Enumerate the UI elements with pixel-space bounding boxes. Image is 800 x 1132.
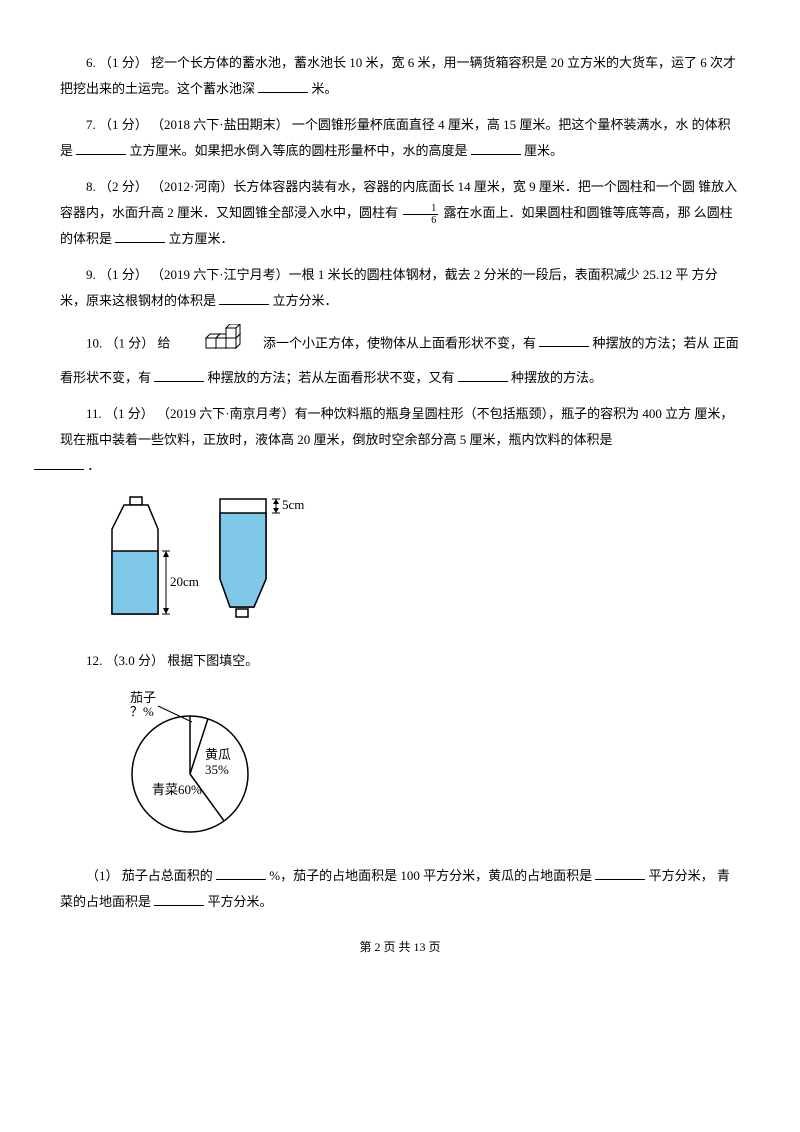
pie-figure: 茄子 ？% 黄瓜 35% 青菜60%: [100, 684, 740, 853]
q12-1-text-a: （1） 茄子占总面积的: [86, 868, 213, 883]
cubes-icon: [174, 324, 260, 365]
q12-1-blank-3[interactable]: [154, 892, 204, 906]
page-footer: 第 2 页 共 13 页: [60, 935, 740, 959]
frac-den: 6: [403, 215, 438, 226]
q7-text-d: 厘米。: [524, 143, 563, 158]
q7-blank-2[interactable]: [471, 141, 521, 155]
pie-huanggua-label: 黄瓜: [205, 747, 231, 762]
q10-text-e: 种摆放的方法；若从左面看形状不变，又有: [208, 370, 455, 385]
q8-blank[interactable]: [115, 229, 165, 243]
q8-text-c: 露在水面上．如果圆柱和圆锥等底等高，那: [444, 205, 691, 220]
question-8: 8. （2 分） （2012·河南）长方体容器内装有水，容器的内底面长 14 厘…: [60, 174, 740, 252]
pie-qiezi-label: 茄子: [130, 690, 156, 705]
footer-text: 第 2 页 共 13 页: [359, 940, 440, 954]
q9-text-c: 立方分米．: [273, 293, 338, 308]
q9-text-a: 9. （1 分） （2019 六下·江宁月考）一根 1 米长的圆柱体钢材，截去 …: [86, 267, 688, 282]
q8-text-a: 8. （2 分） （2012·河南）长方体容器内装有水，容器的内底面长 14 厘…: [86, 179, 695, 194]
q12-1-blank-2[interactable]: [595, 866, 645, 880]
question-10: 10. （1 分） 给: [60, 324, 740, 391]
question-12: 12. （3.0 分） 根据下图填空。: [60, 648, 740, 674]
frac-num: 1: [403, 203, 438, 215]
q10-text-c: 种摆放的方法；若从: [593, 335, 710, 350]
question-6: 6. （1 分） 挖一个长方体的蓄水池，蓄水池长 10 米，宽 6 米，用一辆货…: [60, 50, 740, 102]
question-7: 7. （1 分） （2018 六下·盐田期末） 一个圆锥形量杯底面直径 4 厘米…: [60, 112, 740, 164]
q6-text-a: 6. （1 分） 挖一个长方体的蓄水池，蓄水池长 10 米，宽 6 米，用一辆货…: [86, 55, 697, 70]
q12-1-blank-1[interactable]: [216, 866, 266, 880]
q10-text-f: 种摆放的方法。: [511, 370, 602, 385]
q12-1-text-c: 平方分米，: [649, 868, 714, 883]
q11-text-a: 11. （1 分） （2019 六下·南京月考）有一种饮料瓶的瓶身呈圆柱形（不包…: [86, 406, 691, 421]
q12-1-text-e: 平方分米。: [208, 894, 273, 909]
inverted-label: 5cm: [282, 497, 304, 512]
q10-blank-1[interactable]: [539, 333, 589, 347]
q11-text-c: ．: [87, 458, 100, 473]
pie-huanggua-pct: 35%: [205, 762, 229, 777]
question-9: 9. （1 分） （2019 六下·江宁月考）一根 1 米长的圆柱体钢材，截去 …: [60, 262, 740, 314]
q6-text-c: 米。: [312, 81, 338, 96]
q10-text-b: 添一个小正方体，使物体从上面看形状不变，有: [263, 335, 536, 350]
question-12-1: （1） 茄子占总面积的 %，茄子的占地面积是 100 平方分米，黄瓜的占地面积是…: [60, 863, 740, 915]
q8-text-e: 立方厘米．: [169, 231, 234, 246]
q9-blank[interactable]: [219, 291, 269, 305]
q12-1-text-b: %，茄子的占地面积是 100 平方分米，黄瓜的占地面积是: [269, 868, 592, 883]
q10-blank-3[interactable]: [458, 368, 508, 382]
q7-text-a: 7. （1 分） （2018 六下·盐田期末） 一个圆锥形量杯底面直径 4 厘米…: [86, 117, 688, 132]
fraction-1-6: 1 6: [403, 203, 438, 226]
page-container: 6. （1 分） 挖一个长方体的蓄水池，蓄水池长 10 米，宽 6 米，用一辆货…: [0, 0, 800, 979]
bottle-figure: 20cm 5cm: [100, 489, 740, 638]
q7-text-c: 立方厘米。如果把水倒入等底的圆柱形量杯中，水的高度是: [130, 143, 468, 158]
q7-blank-1[interactable]: [76, 141, 126, 155]
upright-label: 20cm: [170, 574, 199, 589]
pie-qiezi-pct: ？%: [130, 704, 154, 719]
pie-qingcai-label: 青菜60%: [152, 782, 202, 797]
q10-blank-2[interactable]: [154, 368, 204, 382]
question-11: 11. （1 分） （2019 六下·南京月考）有一种饮料瓶的瓶身呈圆柱形（不包…: [60, 401, 740, 479]
q6-blank[interactable]: [258, 79, 308, 93]
q10-text-a: 10. （1 分） 给: [86, 335, 171, 350]
q12-text-a: 12. （3.0 分） 根据下图填空。: [86, 653, 258, 668]
q11-blank[interactable]: [34, 456, 84, 470]
